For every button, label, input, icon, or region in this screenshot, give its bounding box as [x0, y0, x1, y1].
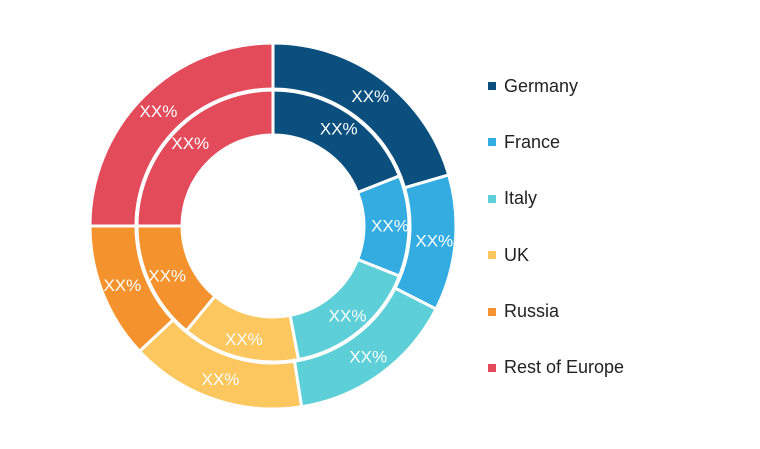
inner-slice-label-uk: XX% [225, 330, 263, 349]
outer-slice-label-italy: XX% [349, 348, 387, 367]
legend-label-uk: UK [504, 244, 530, 265]
outer-slice-label-germany: XX% [351, 87, 389, 106]
legend-swatch-italy [488, 194, 496, 203]
legend-swatch-russia [488, 307, 496, 316]
legend-item-uk: UK [488, 241, 624, 269]
outer-slice-label-russia: XX% [103, 276, 141, 295]
legend-label-russia: Russia [504, 301, 560, 322]
outer-slice-label-uk: XX% [202, 370, 240, 389]
legend-swatch-germany [488, 82, 496, 90]
legend-swatch-france [488, 138, 496, 147]
legend-item-germany: Germany [488, 72, 624, 100]
legend-item-italy: Italy [488, 185, 624, 213]
slice-labels: XX% XX% XX% XX% XX% XX% XX% XX% XX% XX% XX% XX% [103, 87, 453, 389]
legend-swatch-uk [488, 251, 496, 260]
legend-label-rest-of-europe: Rest of Europe [504, 357, 625, 378]
legend: Germany France Italy UK Russia Rest of E… [488, 72, 624, 410]
inner-slice-label-russia: XX% [148, 266, 186, 285]
outer-slice-label-france: XX% [415, 232, 453, 251]
inner-slice-label-germany: XX% [320, 120, 358, 139]
inner-slice-label-italy: XX% [329, 307, 367, 326]
inner-slice-rest-of-europe [135, 88, 275, 228]
legend-label-italy: Italy [504, 188, 538, 209]
legend-item-russia: Russia [488, 298, 624, 326]
inner-slice-label-france: XX% [371, 217, 409, 236]
inner-slice-label-rest-of-europe: XX% [171, 134, 209, 153]
legend-label-germany: Germany [504, 75, 579, 96]
legend-item-rest-of-europe: Rest of Europe [488, 354, 624, 382]
legend-item-france: France [488, 128, 624, 156]
legend-label-france: France [504, 131, 561, 152]
outer-slice-label-rest-of-europe: XX% [140, 102, 178, 121]
legend-swatch-rest-of-europe [488, 363, 496, 372]
